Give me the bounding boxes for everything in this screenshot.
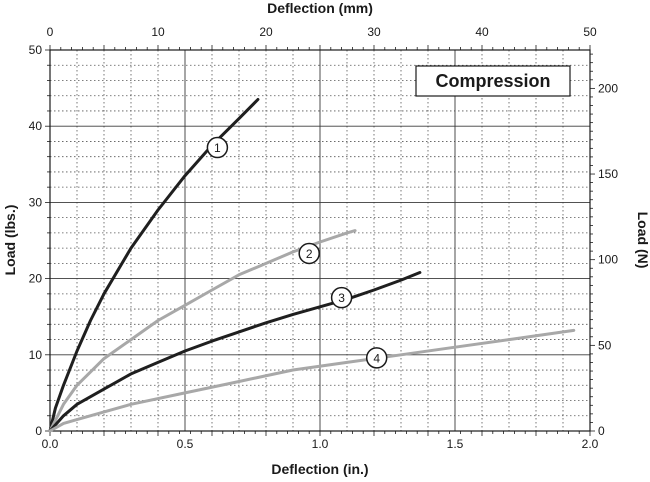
y2-tick-label: 50 — [598, 338, 612, 352]
major-gridlines — [50, 50, 590, 431]
y2-tick-label: 0 — [598, 424, 605, 438]
y-tick-labels-left: 0 10 20 30 40 50 — [29, 43, 43, 438]
curve-label-4: 4 — [373, 351, 380, 365]
curve-label-circle — [298, 242, 320, 265]
y-tick-label: 50 — [29, 43, 43, 57]
series-line-4 — [48, 328, 576, 433]
y-tick-label: 40 — [29, 119, 43, 133]
y2-tick-label: 200 — [598, 81, 618, 95]
y-axis-title-right: Load (N) — [635, 212, 650, 269]
y2-tick-label: 150 — [598, 167, 618, 181]
x-axis-title-bottom: Deflection (in.) — [271, 461, 368, 477]
tick-marks — [45, 45, 595, 436]
x2-tick-label: 30 — [367, 25, 381, 39]
x2-tick-label: 40 — [475, 25, 489, 39]
x2-tick-label: 10 — [151, 25, 165, 39]
curve-label-circle — [330, 286, 353, 309]
y-tick-label: 10 — [29, 348, 43, 362]
x-tick-label: 1.5 — [447, 437, 464, 451]
curve-label-2: 2 — [306, 247, 313, 261]
y-tick-label: 20 — [29, 272, 43, 286]
series-group — [48, 98, 576, 433]
x-tick-labels-top: 0 10 20 30 40 50 — [47, 25, 597, 39]
x2-tick-label: 20 — [259, 25, 273, 39]
curve-label-circle — [206, 136, 229, 159]
curve-label-1: 1 — [214, 141, 221, 155]
annotation-frame — [415, 65, 571, 97]
y-tick-label: 0 — [35, 424, 42, 438]
series-line-3 — [48, 271, 422, 433]
annotation-box: Compression — [415, 65, 571, 97]
x-tick-label: 0.0 — [42, 437, 59, 451]
x2-tick-label: 0 — [47, 25, 54, 39]
y-tick-labels-right: 0 50 100 150 200 — [598, 81, 618, 438]
x-tick-label: 2.0 — [582, 437, 599, 451]
x2-tick-label: 50 — [583, 25, 597, 39]
curve-label-3: 3 — [338, 291, 345, 305]
x-tick-label: 0.5 — [177, 437, 194, 451]
curve-label-circle — [365, 347, 388, 369]
curve-labels: 1 2 3 4 — [206, 136, 388, 369]
x-axis-title-top: Deflection (mm) — [267, 0, 373, 16]
y-tick-label: 30 — [29, 195, 43, 209]
annotation-compression: Compression — [435, 71, 550, 91]
x-tick-label: 1.0 — [312, 437, 329, 451]
series-line-2 — [48, 229, 357, 433]
y2-tick-label: 100 — [598, 253, 618, 267]
x-tick-labels-bottom: 0.0 0.5 1.0 1.5 2.0 — [42, 437, 599, 451]
y-axis-title-left: Load (lbs.) — [2, 205, 18, 276]
